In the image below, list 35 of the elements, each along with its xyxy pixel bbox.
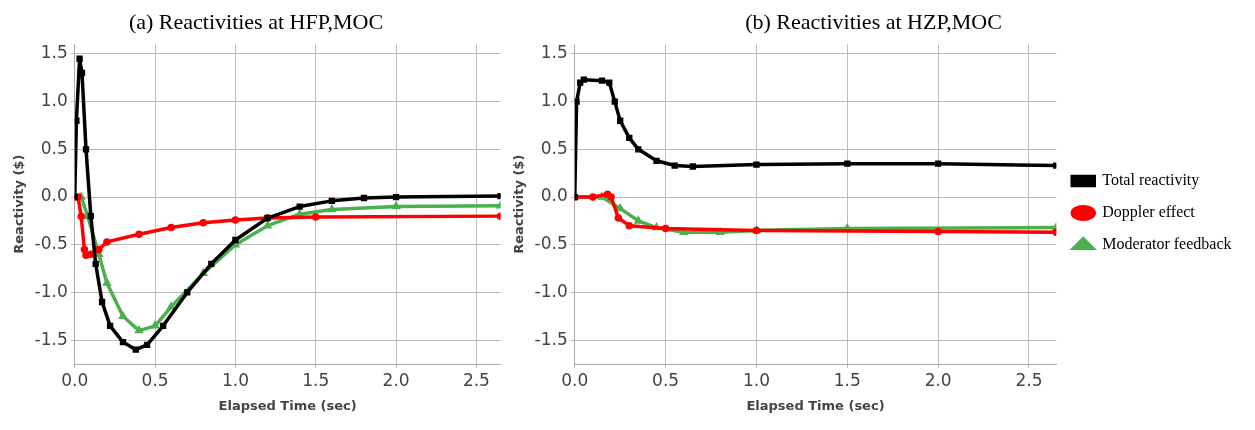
x-tick-label: 0.5 [141, 369, 169, 390]
y-tick-label: 1.5 [540, 42, 568, 63]
y-tick-label: 0.5 [540, 137, 568, 158]
x-tick-label: 1.0 [742, 369, 770, 390]
y-tick-label: 1.0 [540, 90, 568, 111]
x-axis-title: Elapsed Time (sec) [746, 397, 885, 413]
legend-label: Doppler effect [1102, 203, 1196, 222]
y-tick-label: -1.0 [534, 280, 568, 301]
y-tick-label: -1.5 [34, 328, 68, 349]
y-tick-label: -1.5 [534, 328, 568, 349]
y-axis-title: Reactivity ($) [511, 154, 527, 254]
y-tick-label: -1.0 [34, 280, 68, 301]
x-tick-label: 2.5 [462, 369, 490, 390]
y-tick-label: 0.5 [40, 137, 68, 158]
x-tick-label: 2.0 [382, 369, 410, 390]
chart-title: (b) Reactivities at HZP,MOC [745, 8, 1002, 34]
y-tick-label: 1.5 [40, 42, 68, 63]
legend-label: Moderator feedback [1102, 235, 1232, 253]
y-axis-title: Reactivity ($) [11, 154, 27, 254]
y-tick-label: -0.5 [534, 233, 568, 254]
x-tick-label: 0.5 [652, 369, 680, 390]
x-tick-label: 2.0 [924, 369, 952, 390]
y-tick-label: 1.0 [40, 90, 68, 111]
x-axis-title: Elapsed Time (sec) [218, 397, 357, 413]
y-tick-label: 0.0 [40, 185, 68, 206]
x-tick-label: 1.0 [221, 369, 249, 390]
y-tick-label: -0.5 [34, 233, 68, 254]
y-tick-label: 0.0 [540, 185, 568, 206]
x-tick-label: 0.0 [561, 369, 589, 390]
x-tick-label: 2.5 [1015, 369, 1043, 390]
x-tick-label: 1.5 [302, 369, 330, 390]
x-tick-label: 1.5 [833, 369, 861, 390]
legend-label: Total reactivity [1102, 171, 1200, 190]
x-tick-label: 0.0 [61, 369, 89, 390]
chart-title: (a) Reactivities at HFP,MOC [128, 8, 384, 34]
